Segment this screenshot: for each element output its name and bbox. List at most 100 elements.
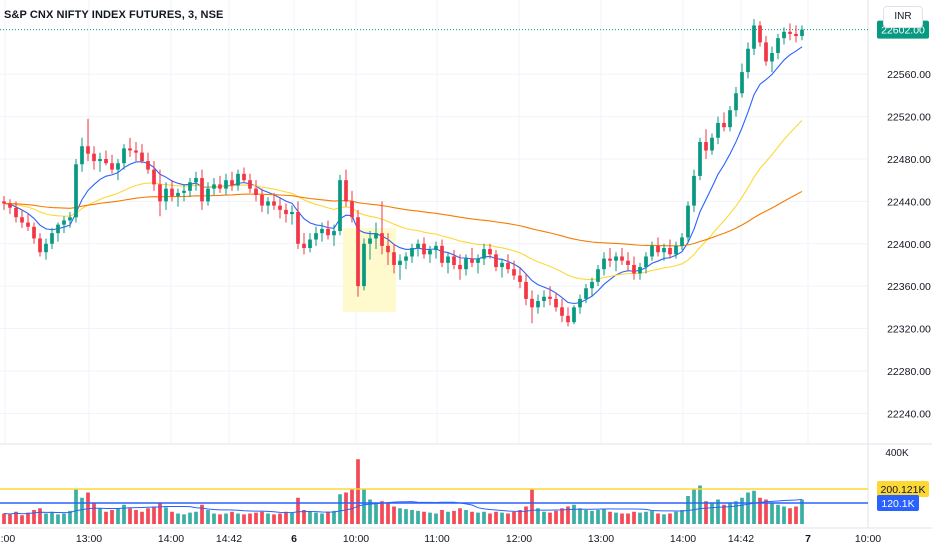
candle-body — [254, 188, 258, 196]
volume-bar — [188, 512, 192, 524]
candle-body — [374, 233, 378, 239]
volume-bars — [2, 459, 804, 524]
volume-bar — [530, 489, 534, 524]
volume-bar — [644, 511, 648, 524]
volume-bar — [182, 514, 186, 524]
volume-bar — [734, 501, 738, 524]
candle-body — [440, 245, 444, 263]
volume-bar — [350, 489, 354, 524]
volume-bar — [326, 511, 330, 524]
price-tick-label: 22360.00 — [887, 281, 931, 293]
candle-body — [542, 296, 546, 301]
candle-body — [98, 158, 102, 162]
time-tick-label: 10:00 — [855, 533, 881, 545]
volume-bar — [596, 510, 600, 524]
volume-bar — [782, 506, 786, 524]
candle-body — [464, 258, 468, 270]
volume-bar — [542, 511, 546, 524]
volume-bar — [344, 492, 348, 524]
volume-bar — [44, 513, 48, 524]
volume-bar — [194, 511, 198, 524]
volume-bar — [314, 512, 318, 524]
candle-body — [560, 307, 564, 316]
volume-bar — [518, 510, 522, 524]
candle-body — [788, 31, 792, 34]
volume-bar — [704, 501, 708, 524]
moving-averages — [3, 46, 803, 305]
time-tick-label: 13:00 — [588, 533, 614, 545]
candle-body — [212, 184, 216, 189]
volume-bar — [614, 512, 618, 524]
volume-bar — [224, 513, 228, 524]
volume-bar — [482, 511, 486, 524]
grid-lines — [0, 0, 932, 529]
volume-bar — [788, 508, 792, 524]
candle-body — [86, 146, 90, 154]
candle-body — [272, 201, 276, 206]
volume-max-label: 400K — [885, 448, 909, 459]
candle-body — [2, 201, 6, 204]
time-tick-label: 14:00 — [670, 533, 696, 545]
candle-body — [446, 256, 450, 263]
candle-body — [92, 153, 96, 162]
time-tick-label: 6 — [291, 533, 297, 545]
candle-body — [482, 249, 486, 259]
volume-bar — [266, 513, 270, 524]
candle-body — [188, 182, 192, 191]
volume-bar — [764, 499, 768, 524]
candle-body — [476, 258, 480, 263]
volume-bar — [386, 503, 390, 524]
volume-bar — [56, 514, 60, 524]
volume-bar — [20, 515, 24, 524]
volume-bar — [308, 511, 312, 524]
ema-mid-line — [3, 119, 803, 281]
candle-body — [434, 245, 438, 251]
candle-body — [230, 180, 234, 186]
currency-button[interactable]: INR — [883, 6, 923, 28]
volume-bar — [332, 510, 336, 524]
time-tick-label: 14:42 — [728, 533, 754, 545]
volume-bar — [656, 513, 660, 524]
volume-bar — [560, 508, 564, 524]
candle-body — [362, 243, 366, 287]
time-tick-label: 14:00 — [158, 533, 184, 545]
candle-body — [44, 243, 48, 253]
candle-body — [650, 245, 654, 257]
candle-body — [608, 258, 612, 261]
candle-body — [356, 217, 360, 287]
volume-bar — [512, 511, 516, 524]
candle-body — [38, 238, 42, 253]
volume-bar — [662, 514, 666, 524]
candle-body — [380, 233, 384, 246]
price-tick-label: 22240.00 — [887, 408, 931, 420]
volume-bar — [422, 511, 426, 524]
candle-body — [770, 52, 774, 62]
volume-bar — [62, 513, 66, 524]
candle-body — [236, 173, 240, 186]
candle-body — [428, 250, 432, 255]
volume-bar — [50, 511, 54, 524]
candle-body — [512, 269, 516, 276]
volume-bar — [638, 512, 642, 524]
candle-body — [386, 245, 390, 253]
volume-bar — [494, 511, 498, 524]
volume-bar — [104, 511, 108, 524]
volume-bar — [566, 506, 570, 524]
candle-body — [452, 256, 456, 265]
volume-bar — [692, 489, 696, 524]
volume-bar — [728, 503, 732, 524]
volume-bar — [206, 510, 210, 524]
candle-body — [344, 180, 348, 202]
candle-body — [704, 142, 708, 151]
volume-bar — [524, 506, 528, 524]
candle-body — [128, 148, 132, 151]
candle-body — [680, 237, 684, 246]
volume-bar — [536, 508, 540, 524]
volume-bar — [674, 511, 678, 524]
volume-bar — [374, 503, 378, 524]
candle-body — [596, 269, 600, 282]
candle-body — [146, 161, 150, 170]
candle-body — [794, 33, 798, 37]
candle-body — [686, 205, 690, 238]
